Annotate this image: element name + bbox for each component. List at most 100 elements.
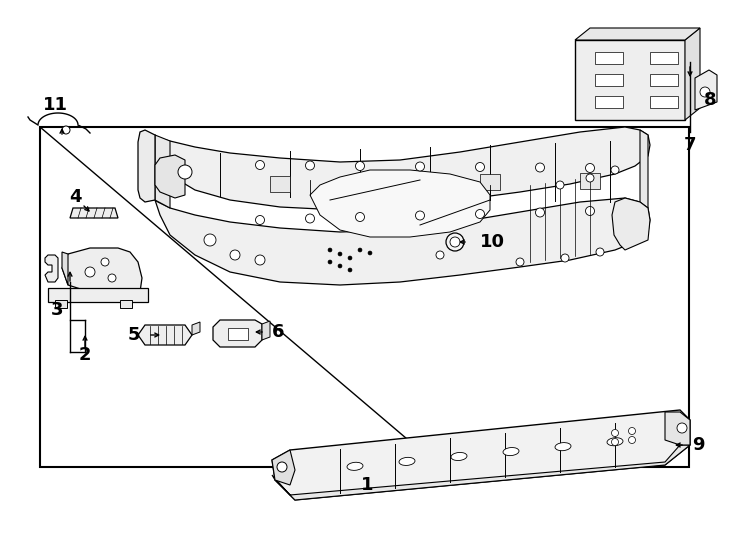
Circle shape [277,462,287,472]
Text: 5: 5 [128,326,140,344]
Bar [270,176,290,192]
Polygon shape [272,450,295,485]
Bar [228,328,248,340]
Ellipse shape [555,443,571,451]
Polygon shape [62,252,68,285]
Bar [650,74,678,86]
Circle shape [415,162,424,171]
Circle shape [328,248,332,252]
Circle shape [561,254,569,262]
Polygon shape [310,170,490,237]
Circle shape [476,210,484,219]
Circle shape [611,166,619,174]
Circle shape [476,163,484,172]
Polygon shape [272,445,690,500]
Ellipse shape [503,448,519,456]
Bar [575,40,685,120]
Circle shape [355,161,365,171]
Circle shape [611,438,619,445]
Circle shape [556,181,564,189]
Text: 10: 10 [479,233,504,251]
Circle shape [586,206,595,215]
Bar [480,173,500,190]
Circle shape [358,248,362,252]
Polygon shape [62,248,142,295]
Circle shape [536,208,545,217]
Polygon shape [155,155,185,198]
Circle shape [255,255,265,265]
Circle shape [108,274,116,282]
Text: 4: 4 [69,188,81,206]
Bar [580,173,600,188]
Circle shape [328,260,332,264]
Circle shape [305,214,314,223]
Ellipse shape [399,457,415,465]
Polygon shape [155,198,650,285]
Polygon shape [640,130,648,208]
Text: 11: 11 [43,96,68,114]
Bar [40,127,689,467]
Bar [120,300,132,308]
Circle shape [628,428,636,435]
Circle shape [348,268,352,272]
Circle shape [348,256,352,260]
Bar [650,96,678,108]
Polygon shape [192,322,200,335]
Polygon shape [575,28,700,40]
Circle shape [101,258,109,266]
Circle shape [700,87,710,97]
Bar [595,74,623,86]
Circle shape [355,213,365,221]
Text: 3: 3 [51,301,63,319]
Circle shape [178,165,192,179]
Circle shape [628,436,636,443]
Text: 8: 8 [704,91,716,109]
Ellipse shape [451,453,467,461]
Circle shape [255,215,264,225]
Text: 6: 6 [272,323,284,341]
Circle shape [368,251,372,255]
Text: 1: 1 [360,476,374,494]
Circle shape [305,161,314,170]
Polygon shape [695,70,717,110]
Circle shape [204,234,216,246]
Bar [48,288,148,302]
Polygon shape [262,321,270,340]
Circle shape [586,174,594,182]
Text: 2: 2 [79,346,91,364]
Circle shape [596,248,604,256]
Bar [55,300,67,308]
Circle shape [85,267,95,277]
Circle shape [516,258,524,266]
Circle shape [255,160,264,170]
Polygon shape [612,198,650,250]
Circle shape [446,233,464,251]
Polygon shape [70,208,118,218]
Circle shape [677,423,687,433]
Text: 9: 9 [691,436,704,454]
Polygon shape [138,130,155,202]
Circle shape [611,429,619,436]
Bar [650,52,678,64]
Bar [595,52,623,64]
Polygon shape [213,320,262,347]
Circle shape [415,211,424,220]
Circle shape [436,251,444,259]
Circle shape [536,163,545,172]
Circle shape [338,264,342,268]
Circle shape [230,250,240,260]
Polygon shape [45,255,58,282]
Polygon shape [685,28,700,120]
Circle shape [62,126,70,134]
Polygon shape [155,127,650,210]
Polygon shape [272,410,690,500]
Circle shape [586,164,595,172]
Bar [370,175,390,191]
Ellipse shape [607,438,623,446]
Polygon shape [155,135,170,208]
Polygon shape [138,325,192,345]
Circle shape [338,252,342,256]
Polygon shape [665,412,690,445]
Bar [595,96,623,108]
Circle shape [450,237,460,247]
